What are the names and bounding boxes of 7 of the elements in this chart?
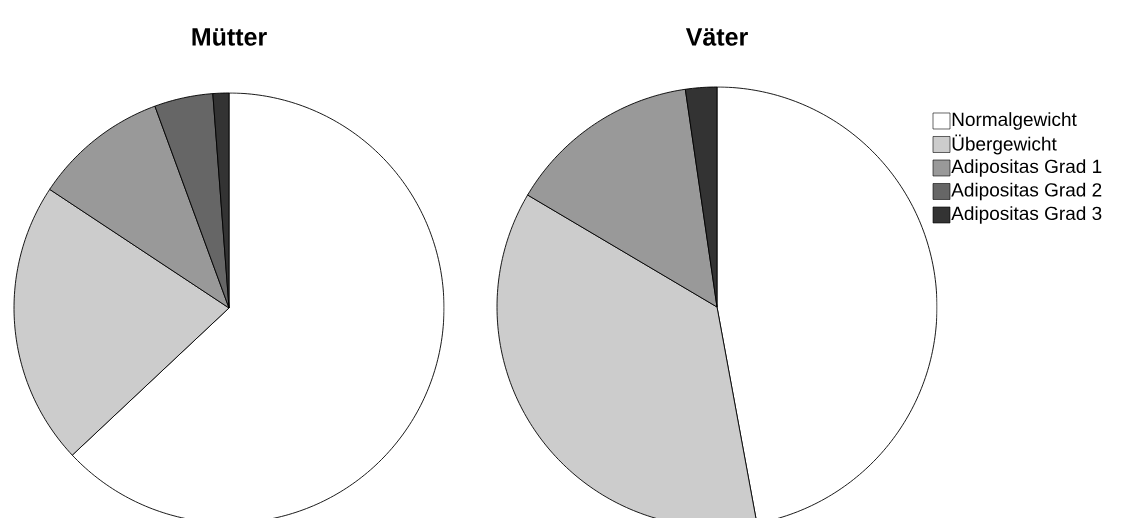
chart-title: Väter: [685, 28, 748, 46]
legend-label: Adipositas Grad 2: [951, 182, 1102, 201]
legend-label: Adipositas Grad 1: [951, 159, 1102, 177]
legend-label: Übergewicht: [952, 134, 1057, 155]
chart-title: Mütter: [192, 28, 267, 46]
legend-label: Adipositas Grad 3: [951, 206, 1102, 224]
slice-label: Normalgewicht: [952, 112, 1077, 130]
